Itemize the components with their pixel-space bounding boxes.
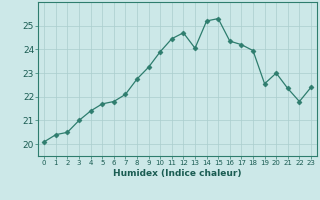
X-axis label: Humidex (Indice chaleur): Humidex (Indice chaleur) xyxy=(113,169,242,178)
